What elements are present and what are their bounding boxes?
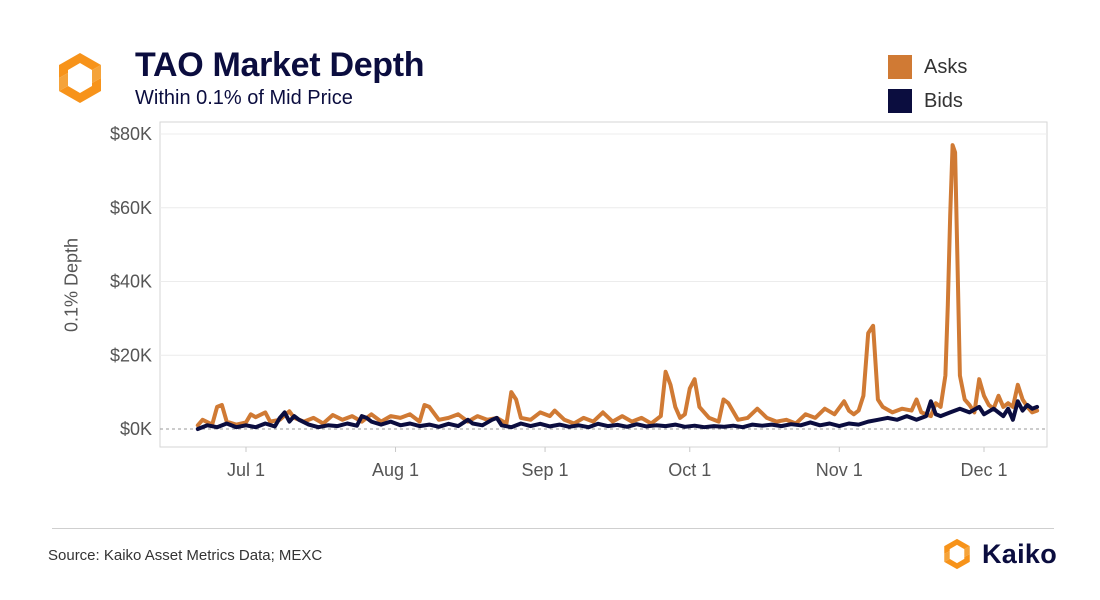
legend-swatch-bids bbox=[888, 89, 912, 113]
x-tick-label: Dec 1 bbox=[960, 460, 1007, 480]
x-tick-label: Nov 1 bbox=[816, 460, 863, 480]
brand-name: Kaiko bbox=[982, 538, 1058, 569]
plot-frame bbox=[159, 121, 1048, 448]
kaiko-brand-icon bbox=[944, 538, 970, 570]
series-line-asks bbox=[195, 143, 1040, 428]
chart-subtitle: Within 0.1% of Mid Price bbox=[135, 87, 353, 109]
footer-divider bbox=[52, 528, 1054, 529]
legend-item-bids: Bids bbox=[888, 84, 967, 118]
source-note: Source: Kaiko Asset Metrics Data; MEXC bbox=[48, 547, 323, 564]
x-tick-label: Jul 1 bbox=[227, 460, 265, 480]
chart-legend: Asks Bids bbox=[888, 50, 967, 118]
kaiko-logo-icon bbox=[59, 53, 101, 103]
y-tick-label: $60K bbox=[110, 198, 152, 218]
brand-footer: Kaiko bbox=[940, 537, 1057, 571]
y-tick-label: $80K bbox=[110, 124, 152, 144]
legend-item-asks: Asks bbox=[888, 50, 967, 84]
legend-label-bids: Bids bbox=[924, 89, 963, 112]
series-line-bids bbox=[195, 399, 1040, 431]
x-tick-label: Oct 1 bbox=[668, 460, 711, 480]
x-tick-label: Aug 1 bbox=[372, 460, 419, 480]
x-tick-label: Sep 1 bbox=[522, 460, 569, 480]
chart-title: TAO Market Depth bbox=[135, 46, 425, 84]
legend-swatch-asks bbox=[888, 55, 912, 79]
y-tick-label: $40K bbox=[110, 272, 152, 292]
legend-label-asks: Asks bbox=[924, 55, 968, 78]
y-tick-label: $20K bbox=[110, 345, 152, 365]
y-tick-label: $0K bbox=[120, 419, 152, 439]
